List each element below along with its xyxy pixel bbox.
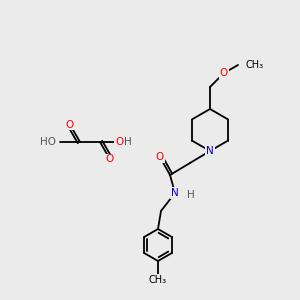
- Text: CH₃: CH₃: [149, 275, 167, 285]
- Text: O: O: [106, 154, 114, 164]
- Text: CH₃: CH₃: [246, 60, 264, 70]
- Text: O: O: [115, 137, 123, 147]
- Text: N: N: [171, 188, 179, 198]
- Text: O: O: [66, 120, 74, 130]
- Text: N: N: [206, 146, 214, 156]
- Text: H: H: [124, 137, 132, 147]
- Text: O: O: [220, 68, 228, 78]
- Text: H: H: [187, 190, 195, 200]
- Text: O: O: [156, 152, 164, 162]
- Text: HO: HO: [40, 137, 56, 147]
